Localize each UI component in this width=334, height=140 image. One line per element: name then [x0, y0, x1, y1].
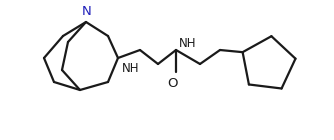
Text: N: N — [82, 5, 92, 18]
Text: NH: NH — [179, 37, 197, 50]
Text: O: O — [167, 77, 177, 90]
Text: NH: NH — [122, 62, 140, 75]
